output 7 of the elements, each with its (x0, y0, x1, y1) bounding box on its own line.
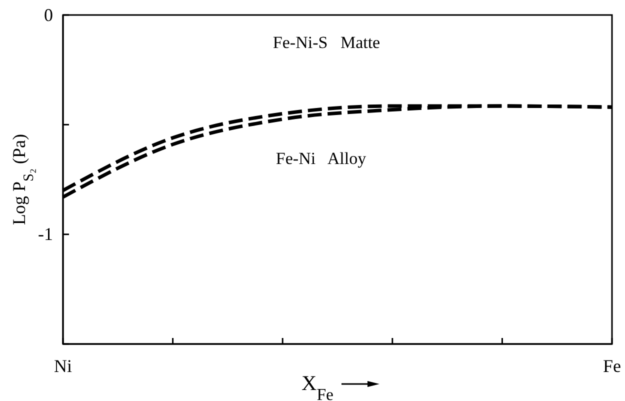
x-axis-title: X$_{Fe}$ (302, 371, 334, 401)
annotation: Fe-Ni-S Matte (272, 32, 380, 52)
y-tick-label: -1 (38, 224, 53, 244)
y-tick-label: 0 (44, 4, 53, 25)
annotation: Fe-Ni Alloy (276, 149, 367, 168)
x-tick-label: Ni (54, 356, 72, 376)
x-tick-label: Fe (603, 356, 622, 376)
